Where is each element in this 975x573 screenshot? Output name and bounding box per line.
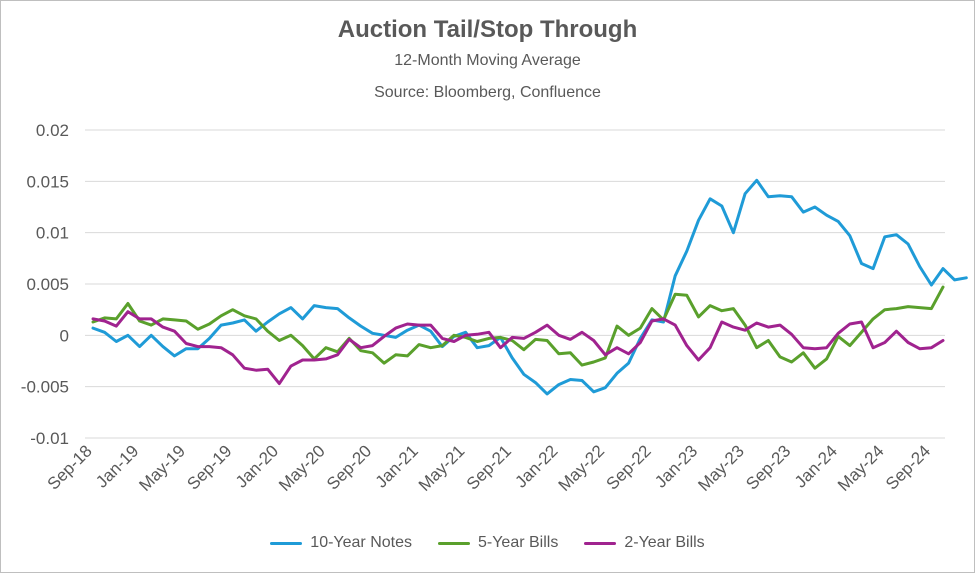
x-tick-label: Sep-21: [463, 441, 515, 493]
x-tick-label: Sep-19: [183, 441, 235, 493]
x-tick-label: Sep-22: [603, 441, 655, 493]
x-tick-label: Sep-20: [323, 441, 375, 493]
x-tick-label: May-20: [275, 441, 329, 495]
y-tick-label: 0.005: [26, 275, 69, 294]
y-tick-label: 0.015: [26, 172, 69, 191]
x-tick-label: Sep-23: [742, 441, 794, 493]
x-tick-label: May-24: [834, 441, 888, 495]
legend: 10-Year Notes 5-Year Bills 2-Year Bills: [0, 534, 975, 552]
series-line-10-year-notes: [91, 178, 968, 396]
y-tick-label: -0.01: [30, 429, 69, 448]
chart-source: Source: Bloomberg, Confluence: [374, 84, 601, 101]
x-tick-label: Jan-21: [372, 441, 422, 491]
x-tick-label: Sep-24: [882, 441, 934, 493]
x-tick-label: Jan-19: [92, 441, 142, 491]
y-tick-label: 0: [60, 326, 69, 345]
x-tick-label: May-23: [694, 441, 748, 495]
legend-swatch-10-year-notes: [270, 541, 303, 545]
legend-swatch-2-year-bills: [584, 541, 617, 545]
legend-label-10-year-notes: 10-Year Notes: [310, 534, 412, 551]
legend-item-10-year-notes: 10-Year Notes: [270, 534, 412, 552]
series-line-2-year-bills: [91, 310, 945, 386]
x-tick-label: Jan-20: [232, 441, 282, 491]
legend-item-2-year-bills: 2-Year Bills: [584, 534, 705, 552]
x-tick-label: Sep-18: [44, 441, 96, 493]
chart-subtitle: 12-Month Moving Average: [394, 52, 581, 69]
x-tick-label: May-21: [415, 441, 469, 495]
y-tick-label: -0.005: [21, 378, 69, 397]
x-tick-label: Jan-22: [511, 441, 561, 491]
chart-title: Auction Tail/Stop Through: [337, 16, 638, 43]
y-tick-label: 0.01: [36, 224, 69, 243]
x-tick-label: Jan-24: [791, 441, 841, 491]
y-tick-label: 0.02: [36, 121, 69, 140]
x-tick-label: May-19: [135, 441, 189, 495]
legend-label-5-year-bills: 5-Year Bills: [478, 534, 559, 551]
series-line-5-year-bills: [91, 285, 945, 370]
legend-item-5-year-bills: 5-Year Bills: [438, 534, 558, 552]
legend-swatch-5-year-bills: [438, 541, 470, 545]
x-tick-label: Jan-23: [651, 441, 701, 491]
legend-label-2-year-bills: 2-Year Bills: [624, 534, 705, 551]
x-tick-label: May-22: [555, 441, 609, 495]
